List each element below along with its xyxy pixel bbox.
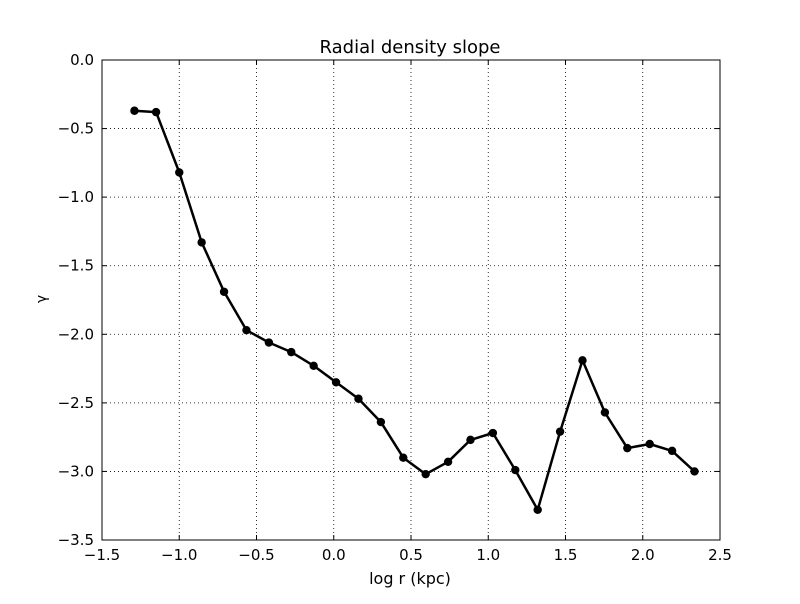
series-layer: [130, 106, 699, 515]
x-tick-label: 1.0: [476, 546, 500, 564]
x-tick-label: 1.5: [554, 546, 578, 564]
series-line: [134, 109, 696, 512]
data-point: [331, 378, 341, 387]
data-point: [600, 408, 610, 417]
data-point: [645, 439, 654, 449]
y-tick-label: 0.0: [70, 51, 94, 69]
x-tick-label: 0.5: [399, 546, 423, 564]
data-point: [555, 427, 565, 436]
data-point: [130, 106, 139, 115]
plot-frame: [101, 59, 721, 541]
x-axis-label: log r (kpc): [369, 569, 451, 588]
data-point: [197, 238, 206, 247]
data-point: [354, 394, 363, 403]
grid-lines: [102, 60, 720, 540]
y-tick-label: −2.0: [58, 325, 94, 343]
data-point: [690, 467, 699, 476]
y-tick-label: −1.0: [58, 188, 94, 206]
x-tick-label: 2.5: [708, 546, 732, 564]
x-tick-label: −1.5: [84, 546, 120, 564]
tick-labels: −1.5 −1.0 −0.5 0.0 0.5 1.0 1.5 2.0 2.5 0.0 −0.5 −1.…: [58, 51, 732, 564]
x-tick-label: −0.5: [238, 546, 274, 564]
data-point: [151, 107, 161, 117]
data-point: [399, 453, 408, 462]
data-point: [309, 361, 318, 371]
data-point: [287, 347, 296, 357]
data-point: [376, 417, 386, 427]
x-tick-label: −1.0: [161, 546, 197, 564]
data-point: [242, 325, 251, 335]
y-tick-label: −1.5: [58, 257, 94, 275]
data-point: [488, 428, 498, 438]
x-tick-label: 0.0: [322, 546, 346, 564]
data-point: [443, 457, 453, 467]
data-point: [667, 446, 677, 456]
data-point: [421, 469, 430, 479]
data-point: [578, 356, 587, 365]
x-tick-label: 2.0: [631, 546, 655, 564]
data-point: [623, 443, 632, 453]
data-point: [511, 465, 520, 475]
y-tick-label: −3.0: [58, 462, 94, 480]
y-axis-label: γ: [34, 295, 50, 303]
y-tick-label: −0.5: [58, 120, 94, 138]
axis-ticks: [101, 59, 721, 541]
chart-title: Radial density slope: [320, 37, 501, 58]
data-point: [219, 287, 229, 296]
data-point: [466, 435, 475, 445]
data-point: [264, 338, 274, 347]
data-point: [533, 505, 542, 515]
y-tick-label: −2.5: [58, 394, 94, 412]
y-tick-label: −3.5: [58, 531, 94, 549]
data-point: [175, 168, 184, 177]
